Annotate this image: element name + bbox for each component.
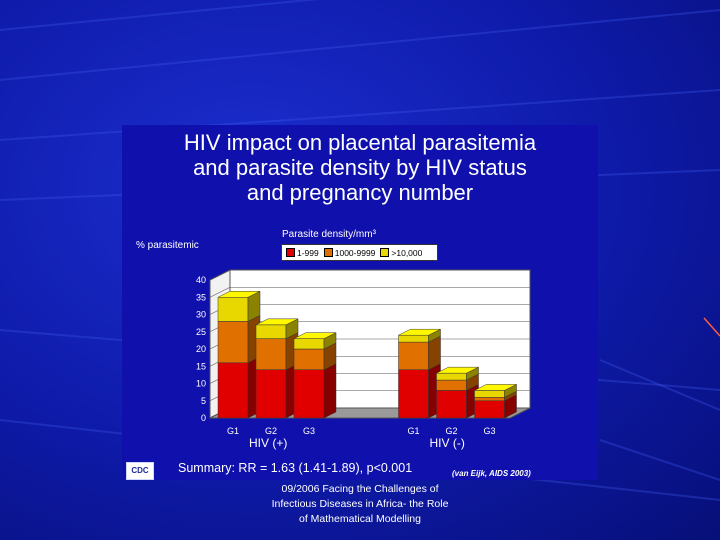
x-tick-label: G1 — [407, 426, 419, 436]
footer-line-2: Infectious Diseases in Africa- the Role — [271, 498, 449, 510]
legend-title: Parasite density/mm³ — [282, 229, 376, 240]
bar-segment-front — [436, 379, 467, 391]
y-tick-label: 15 — [196, 361, 206, 371]
y-tick-label: 20 — [196, 344, 206, 354]
x-tick-label: G3 — [483, 426, 495, 436]
bar-segment-front — [217, 362, 249, 419]
y-tick-label: 5 — [201, 396, 206, 406]
title-line-2: and parasite density by HIV status — [193, 155, 527, 180]
bar-segment-front — [398, 334, 429, 343]
bar-segment-front — [398, 341, 429, 370]
slide-title: HIV impact on placental parasitemia and … — [122, 130, 598, 205]
y-tick-label: 10 — [196, 379, 206, 389]
bar-segment-front — [293, 348, 325, 370]
x-tick-label: G3 — [303, 426, 315, 436]
y-tick-label: 35 — [196, 292, 206, 302]
y-tick-label: 40 — [196, 275, 206, 285]
title-line-3: and pregnancy number — [246, 180, 474, 205]
stacked-bar-chart: 0 5 10 15 20 25 30 35 40 G1 G2 G3 G1 G2 G3 — [196, 269, 531, 436]
bar-segment-front — [474, 400, 505, 419]
bar-segment-front — [474, 397, 505, 402]
bar-segment-front — [474, 390, 505, 398]
x-tick-label: G2 — [445, 426, 457, 436]
legend-label-1: 1-999 — [297, 247, 319, 258]
gridline-side — [209, 286, 231, 298]
group-label-hiv-positive: HIV (+) — [249, 436, 288, 450]
bar-segment-front — [436, 372, 467, 381]
bar-segment-front — [398, 369, 429, 419]
bar-top — [436, 366, 479, 374]
bar-segment-front — [293, 369, 325, 419]
x-tick-label: G1 — [227, 426, 239, 436]
bar-top — [217, 291, 261, 298]
y-tick-label: 25 — [196, 327, 206, 337]
bar-segment-front — [255, 369, 287, 419]
source-citation: (van Eijk, AIDS 2003) — [452, 469, 531, 478]
legend-item-3: >10,000 — [380, 248, 422, 258]
bar-top — [474, 384, 517, 391]
bar-segment-side — [323, 363, 337, 419]
legend-item-2: 1000-9999 — [323, 247, 376, 258]
y-tick-label: 30 — [196, 310, 206, 320]
bar-segment-front — [255, 338, 287, 370]
bar-segment-front — [436, 390, 467, 419]
bar-segment-front — [217, 297, 249, 322]
bar-segment-front — [217, 321, 249, 364]
legend-swatch-1 — [286, 248, 295, 257]
bar-top — [255, 318, 299, 326]
bar-segment-front — [293, 338, 325, 350]
footer-line-3: of Mathematical Modelling — [299, 513, 421, 525]
summary-text: Summary: RR = 1.63 (1.41-1.89), p<0.001 — [178, 461, 413, 475]
bar-top — [398, 328, 441, 336]
group-label-hiv-negative: HIV (-) — [429, 436, 465, 450]
legend-item-1: 1-999 — [286, 248, 319, 258]
chart-legend: 1-999 1000-9999 >10,000 — [281, 244, 438, 261]
bar-top — [293, 332, 337, 339]
legend-swatch-3 — [380, 248, 390, 257]
legend-swatch-2 — [323, 248, 333, 257]
footer: 09/2006 Facing the Challenges of Infecti… — [240, 482, 480, 527]
gridline-side — [209, 269, 231, 281]
legend-label-3: >10,000 — [391, 247, 423, 258]
cdc-logo: CDC — [126, 462, 154, 480]
accent-line — [703, 317, 720, 337]
x-tick-label: G2 — [265, 426, 277, 436]
bar-segment-front — [255, 324, 287, 339]
footer-line-1: 09/2006 Facing the Challenges of — [281, 483, 439, 495]
title-line-1: HIV impact on placental parasitemia — [183, 130, 537, 155]
y-axis-label: % parasitemic — [136, 240, 199, 251]
y-tick-label: 0 — [201, 413, 206, 423]
legend-label-2: 1000-9999 — [334, 247, 376, 258]
